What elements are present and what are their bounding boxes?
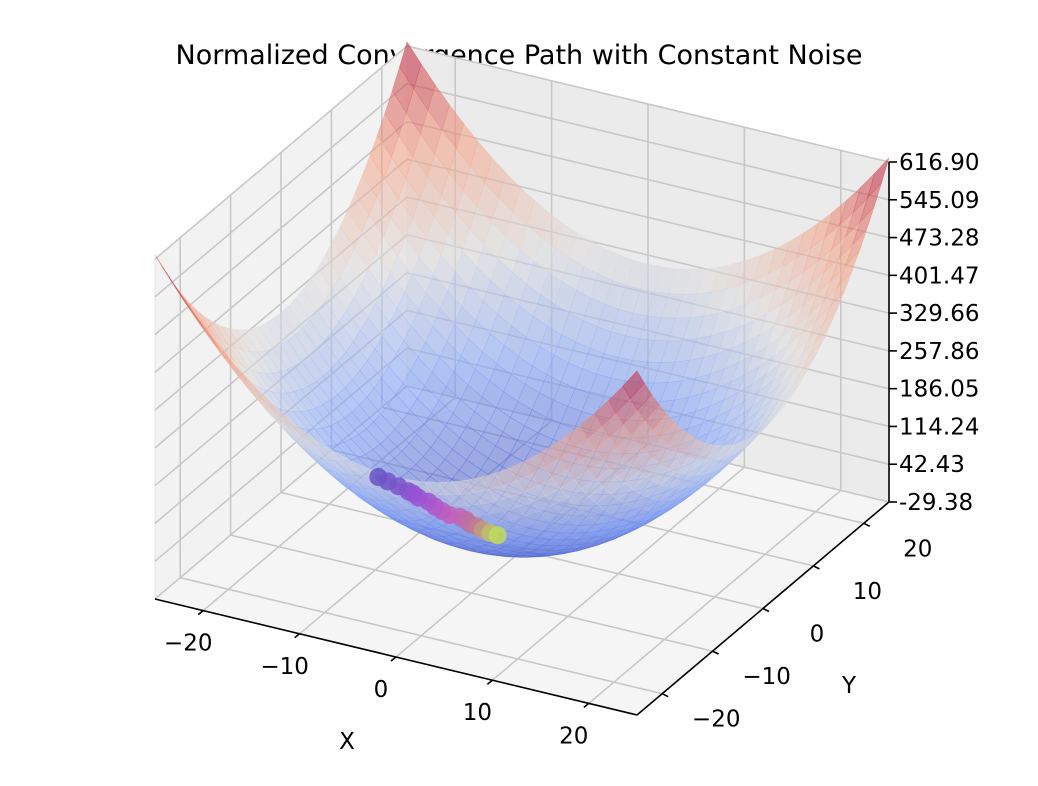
z-tick-label: 545.09 — [899, 188, 979, 214]
surface-cell — [830, 271, 853, 307]
x-tick — [486, 679, 493, 685]
z-tick-label: 42.43 — [899, 452, 965, 478]
z-tick-label: 114.24 — [899, 414, 979, 440]
z-tick-label: -29.38 — [899, 490, 973, 516]
tick-labels: −20−1001020−20−1001020-29.3842.43114.241… — [164, 150, 980, 749]
surface-cell — [778, 382, 801, 411]
surface-cell — [785, 370, 808, 399]
surface-mesh — [154, 40, 890, 558]
x-tick-label: 0 — [374, 677, 389, 703]
surface-cell — [822, 290, 845, 325]
y-tick-label: 0 — [810, 622, 825, 648]
y-tick-label: 20 — [903, 536, 932, 562]
z-tick-label: 186.05 — [899, 377, 979, 403]
convergence-path — [369, 468, 507, 545]
y-tick — [762, 607, 770, 613]
z-tick-label: 473.28 — [899, 226, 979, 252]
path-point — [488, 526, 507, 545]
x-axis-label: X — [339, 729, 355, 755]
y-tick-label: −20 — [692, 707, 741, 733]
y-tick-label: −10 — [742, 664, 791, 690]
x-tick — [583, 702, 590, 709]
x-tick-label: −20 — [164, 631, 213, 657]
surface-cell — [622, 370, 645, 400]
z-tick-label: 329.66 — [899, 301, 979, 327]
x-tick — [197, 609, 204, 616]
x-tick-label: 10 — [463, 700, 492, 726]
z-tick-label: 401.47 — [899, 263, 979, 289]
z-tick-label: 616.90 — [899, 150, 979, 176]
y-axis-label: Y — [841, 673, 857, 699]
x-tick-label: −10 — [260, 654, 309, 680]
y-tick — [863, 522, 871, 528]
surface-cell — [867, 157, 890, 199]
chart-title: Normalized Convergence Path with Constan… — [176, 40, 863, 71]
x-tick-label: 20 — [559, 723, 588, 749]
x-tick — [294, 633, 301, 639]
y-tick — [813, 565, 820, 570]
y-tick-label: 10 — [853, 579, 882, 605]
x-tick — [390, 656, 397, 662]
y-tick — [712, 650, 719, 655]
surface-cell — [852, 206, 875, 246]
y-tick — [661, 692, 669, 698]
z-tick-label: 257.86 — [899, 339, 979, 365]
